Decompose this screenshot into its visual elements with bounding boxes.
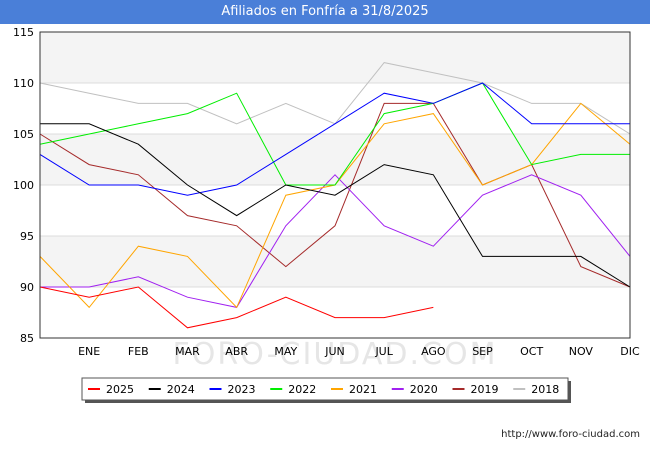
series-line-2020 [40,174,631,308]
legend-label-2018: 2018 [531,383,559,396]
y-tick-label: 90 [20,281,34,294]
x-tick-label: OCT [520,345,543,358]
watermark: FORO-CIUDAD.COM [173,337,498,372]
y-tick-label: 105 [13,128,34,141]
y-tick-label: 85 [20,332,34,345]
legend-label-2021: 2021 [349,383,377,396]
series-line-2025 [39,286,434,329]
legend-label-2020: 2020 [410,383,438,396]
plot-band [40,185,630,236]
x-tick-label: ABR [225,345,248,358]
series-line-2022 [39,82,630,186]
x-tick-label: MAY [274,345,297,358]
x-tick-label: JUN [324,345,345,358]
plot-band [40,83,630,134]
series-line-2023 [39,82,630,196]
y-tick-label: 100 [13,179,34,192]
axes [39,31,631,339]
legend-label-2023: 2023 [228,383,256,396]
x-tick-label: FEB [128,345,149,358]
chart-frame: FORO-CIUDAD.COM 85 90 95 100 105 110 115 ENE FE… [0,24,650,450]
legend: 2025 2024 2023 2022 2021 2020 2019 2018 [81,377,571,403]
x-tick-label: NOV [569,345,594,358]
x-tick-label: JUL [374,345,393,358]
series-lines [39,62,631,329]
y-tick-labels: 85 90 95 100 105 110 115 [13,26,34,345]
x-tick-labels: ENE FEB MAR ABR MAY JUN JUL AGO SEP OCT NOV DIC [78,345,640,358]
chart-title: Afiliados en Fonfría a 31/8/2025 [0,0,650,24]
footer-url: http://www.foro-ciudad.com [501,429,640,440]
legend-box [81,377,569,401]
y-tick-label: 95 [20,230,34,243]
legend-label-2019: 2019 [471,383,499,396]
legend-label-2024: 2024 [167,383,195,396]
x-tick-label: SEP [472,345,493,358]
y-tick-label: 115 [13,26,34,39]
series-line-2024 [40,123,631,288]
legend-label-2025: 2025 [106,383,134,396]
x-tick-label: AGO [421,345,446,358]
x-tick-label: MAR [175,345,200,358]
plot-bands [40,32,630,338]
plot-band [40,287,630,338]
plot-band [40,236,630,287]
plot-band [40,134,630,185]
plot-band [40,32,630,83]
plot-border [39,31,631,339]
y-tick-label: 110 [13,77,34,90]
line-chart: FORO-CIUDAD.COM 85 90 95 100 105 110 115 ENE FE… [13,26,640,403]
legend-label-2022: 2022 [288,383,316,396]
x-tick-label: ENE [78,345,100,358]
x-tick-label: DIC [620,345,640,358]
